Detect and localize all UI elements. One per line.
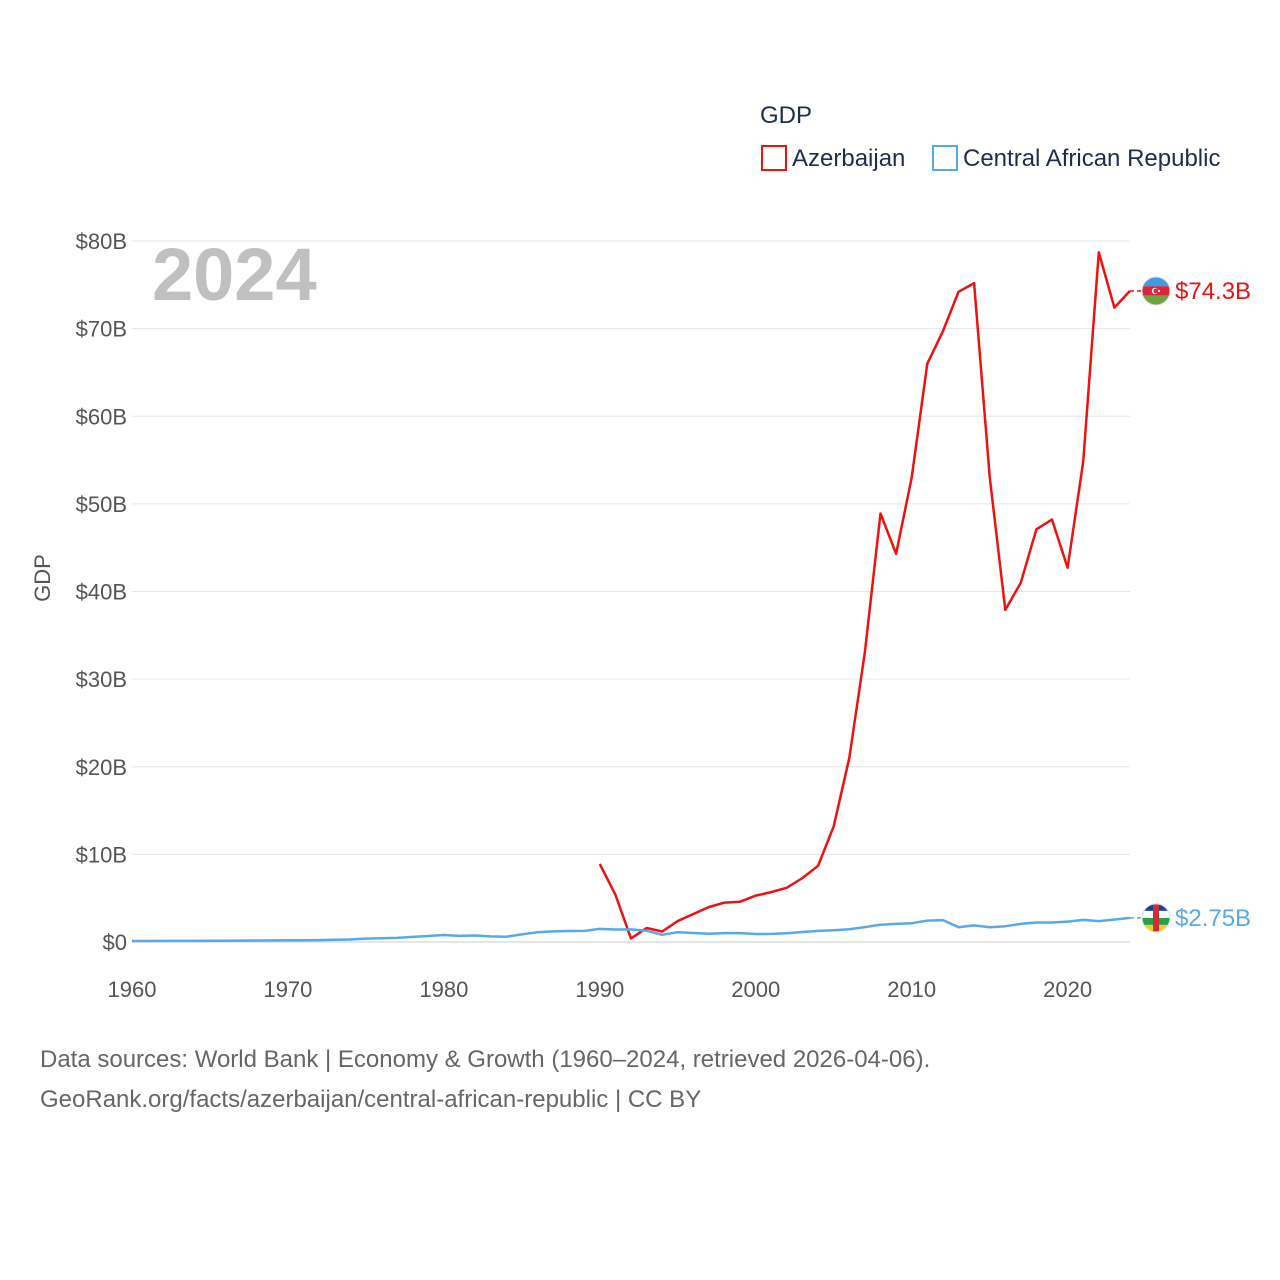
y-tick-label: $40B: [76, 580, 127, 605]
y-tick-label: $70B: [76, 317, 127, 342]
legend-label-azerbaijan[interactable]: Azerbaijan: [792, 145, 905, 172]
y-tick-label: $0: [103, 930, 127, 955]
source-line-1: Data sources: World Bank | Economy & Gro…: [40, 1046, 931, 1073]
series-end-markers: $74.3B $2.75B: [1130, 276, 1251, 933]
azerbaijan-flag-icon: [1141, 276, 1171, 306]
x-tick-label: 2010: [887, 977, 936, 1002]
y-tick-label: $10B: [76, 842, 127, 867]
source-note: Data sources: World Bank | Economy & Gro…: [40, 1040, 1240, 1120]
legend-swatch-azerbaijan[interactable]: [761, 145, 787, 171]
y-tick-label: $60B: [76, 404, 127, 429]
x-tick-label: 1970: [263, 977, 312, 1002]
legend-title: GDP: [760, 102, 812, 129]
y-tick-label: $20B: [76, 755, 127, 780]
x-tick-label: 1960: [108, 977, 157, 1002]
y-tick-label: $30B: [76, 667, 127, 692]
series-line-azerbaijan[interactable]: [598, 251, 1131, 940]
y-axis-ticks: $0 $10B $20B $30B $40B $50B $60B $70B $80B: [76, 229, 127, 955]
x-tick-label: 1980: [419, 977, 468, 1002]
series-line-central-african-republic[interactable]: [132, 916, 1131, 943]
end-value-label-central-african-republic: $2.75B: [1175, 905, 1251, 932]
year-overlay: 2024: [152, 233, 317, 316]
central-african-republic-flag-icon: [1141, 903, 1171, 933]
legend-label-central-african-republic[interactable]: Central African Republic: [963, 145, 1220, 172]
end-value-label-azerbaijan: $74.3B: [1175, 278, 1251, 305]
grid: [132, 240, 1130, 943]
x-tick-label: 1990: [575, 977, 624, 1002]
gdp-line-chart: $0$10B$20B$30B$40B$50B$60B$70B$80B 1960 1…: [30, 102, 1251, 1002]
x-tick-label: 2020: [1043, 977, 1092, 1002]
series-lines: [132, 251, 1131, 943]
y-tick-label: $80B: [76, 229, 127, 254]
x-tick-label: 2000: [731, 977, 780, 1002]
y-tick-label: $50B: [76, 492, 127, 517]
legend: GDP Azerbaijan Central African Republic: [760, 102, 1220, 172]
legend-swatch-central-african-republic[interactable]: [932, 145, 958, 171]
source-line-2[interactable]: GeoRank.org/facts/azerbaijan/central-afr…: [40, 1086, 702, 1113]
x-axis-ticks: 1960 1970 1980 1990 2000 2010 2020: [108, 977, 1093, 1002]
y-axis-title: GDP: [30, 554, 55, 602]
